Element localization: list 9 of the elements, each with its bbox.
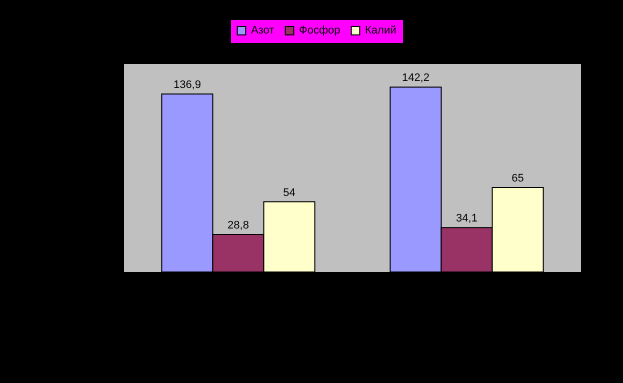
legend-label: Азот (251, 24, 274, 37)
data-label: 136,9 (173, 79, 201, 92)
data-label: 28,8 (228, 220, 249, 232)
legend-label: Фосфор (299, 24, 340, 37)
data-label: 34,1 (456, 212, 478, 225)
data-label: 65 (512, 172, 524, 184)
data-label: 142,2 (402, 72, 430, 84)
data-label: 54 (283, 186, 296, 199)
legend-label: Калий (365, 24, 396, 37)
